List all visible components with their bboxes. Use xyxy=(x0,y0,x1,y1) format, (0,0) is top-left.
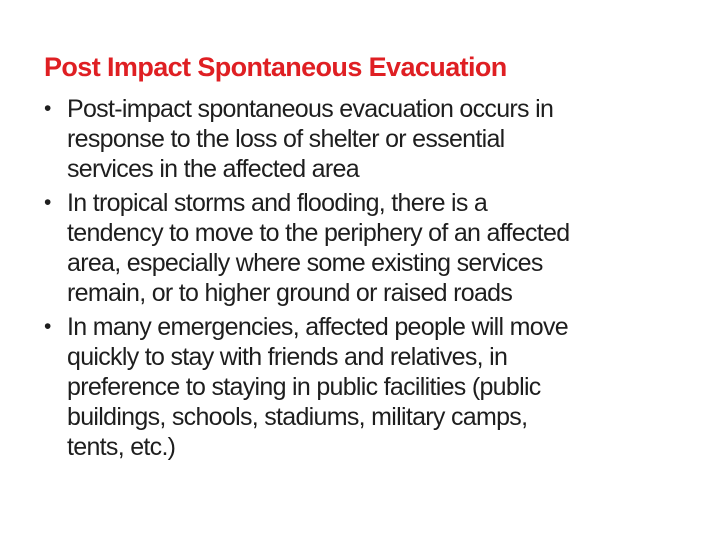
slide-title: Post Impact Spontaneous Evacuation xyxy=(44,52,507,82)
bullet-line: Post-impact spontaneous evacuation occur… xyxy=(67,95,554,123)
bullet-line: In many emergencies, affected people wil… xyxy=(67,313,569,341)
bullet-line: tents, etc.) xyxy=(67,433,176,461)
bullet-icon: • xyxy=(44,191,52,214)
bullet-item: • In tropical storms and flooding, there… xyxy=(44,188,690,308)
bullet-list: • Post-impact spontaneous evacuation occ… xyxy=(44,94,690,462)
bullet-text: Post-impact spontaneous evacuation occur… xyxy=(67,94,690,184)
bullet-line: preference to staying in public faciliti… xyxy=(67,373,541,401)
bullet-item: • In many emergencies, affected people w… xyxy=(44,312,690,462)
bullet-icon: • xyxy=(44,97,52,120)
bullet-line: remain, or to higher ground or raised ro… xyxy=(67,279,513,307)
bullet-line: buildings, schools, stadiums, military c… xyxy=(67,403,528,431)
slide-content: Post Impact Spontaneous Evacuation • Pos… xyxy=(44,52,690,462)
bullet-line: area, especially where some existing ser… xyxy=(67,249,543,277)
bullet-icon: • xyxy=(44,315,52,338)
bullet-text: In tropical storms and flooding, there i… xyxy=(67,188,690,308)
bullet-line: response to the loss of shelter or essen… xyxy=(67,125,505,153)
bullet-line: services in the affected area xyxy=(67,155,360,183)
bullet-line: quickly to stay with friends and relativ… xyxy=(67,343,508,371)
bullet-item: • Post-impact spontaneous evacuation occ… xyxy=(44,94,690,184)
bullet-line: tendency to move to the periphery of an … xyxy=(67,219,570,247)
bullet-line: In tropical storms and flooding, there i… xyxy=(67,189,488,217)
bullet-text: In many emergencies, affected people wil… xyxy=(67,312,690,462)
